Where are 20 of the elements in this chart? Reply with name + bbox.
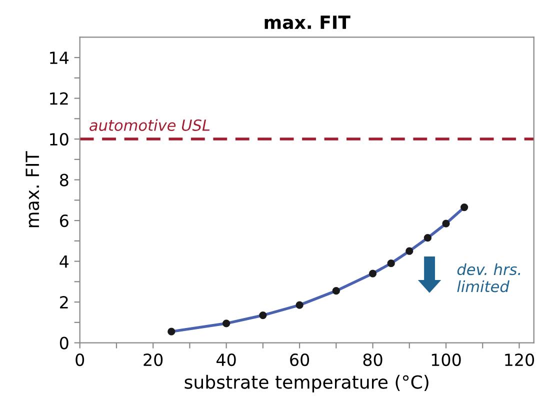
annotation: dev. hrs. limited: [457, 263, 520, 292]
x-tick-label: 80: [363, 354, 382, 366]
y-axis-title: max. FIT: [26, 151, 40, 228]
x-tick-label: 60: [290, 354, 310, 366]
ref-line-label: automotive USL: [90, 119, 210, 131]
y-tick-label: 14: [50, 52, 69, 64]
x-tick-label: 0: [76, 354, 84, 366]
x-tick-label: 40: [216, 354, 236, 366]
y-tick-label: 10: [50, 133, 68, 146]
x-tick-label: 20: [144, 354, 163, 366]
y-tick-label: 0: [60, 336, 68, 350]
y-tick-label: 6: [60, 214, 68, 228]
x-axis-title: substrate temperature (°C): [184, 374, 428, 392]
y-tick-label: 4: [60, 255, 69, 268]
chart-title: max. FIT: [264, 16, 350, 30]
y-tick-label: 2: [60, 296, 68, 308]
y-tick-label: 8: [60, 174, 68, 186]
x-tick-label: 120: [505, 354, 534, 366]
x-tick-label: 100: [432, 354, 461, 366]
y-tick-label: 12: [50, 92, 68, 105]
